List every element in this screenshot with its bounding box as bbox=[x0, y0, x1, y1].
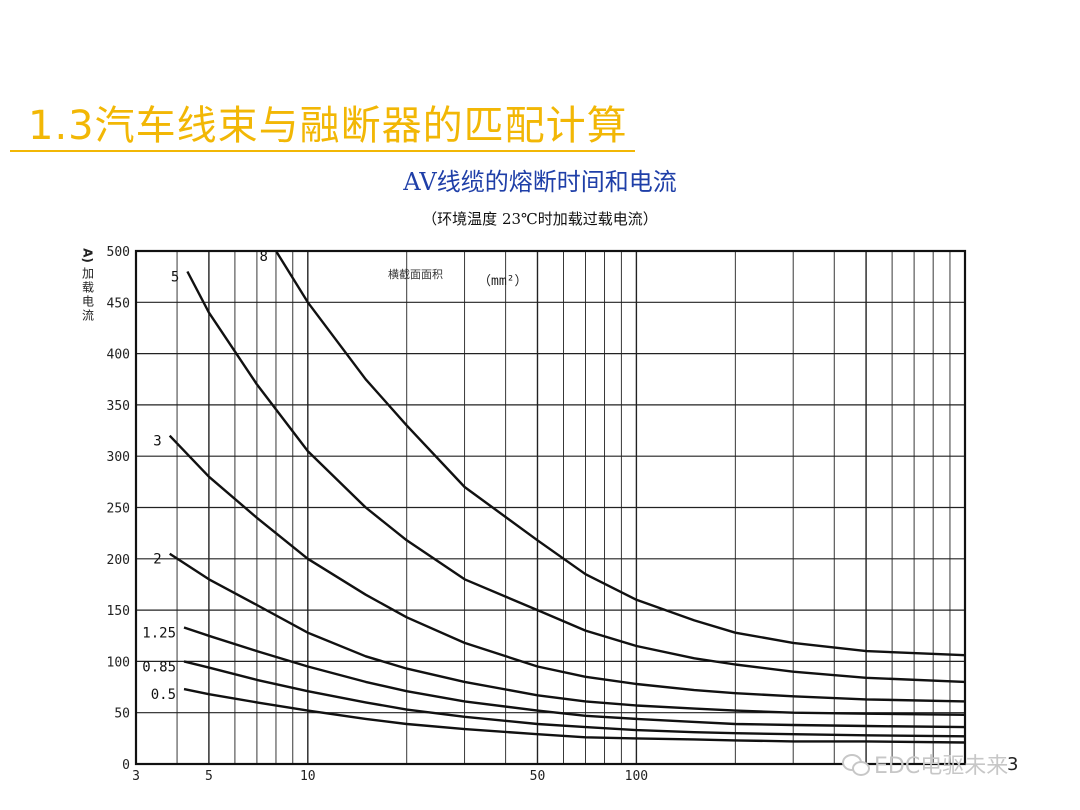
y-tick-label: 300 bbox=[107, 450, 130, 465]
series-label: 8 bbox=[260, 249, 268, 265]
series-label: 0.85 bbox=[142, 659, 176, 675]
y-tick-label: 450 bbox=[107, 296, 130, 311]
x-tick-label: 5 bbox=[205, 769, 213, 784]
curve-3 bbox=[168, 434, 966, 703]
y-axis-unit: A) bbox=[80, 248, 95, 263]
y-tick-label: 150 bbox=[107, 604, 130, 619]
curve-0.5 bbox=[183, 687, 966, 744]
slide-title: 1.3汽车线束与融断器的匹配计算 bbox=[28, 103, 628, 149]
series-label: 2 bbox=[153, 552, 161, 568]
series-label: 0.5 bbox=[151, 687, 176, 703]
y-tick-label: 200 bbox=[107, 553, 130, 568]
x-axis-annotation: 横截面面积 bbox=[388, 268, 443, 281]
curve-1.25 bbox=[183, 626, 966, 729]
y-tick-label: 0 bbox=[122, 758, 130, 773]
x-tick-label: 50 bbox=[530, 769, 546, 784]
watermark-text: EDC电驱未来 bbox=[874, 754, 1009, 779]
curve-8 bbox=[274, 250, 966, 657]
title-underline bbox=[10, 150, 635, 152]
chart-title: AV线缆的熔断时间和电流 bbox=[403, 168, 677, 196]
y-tick-label: 350 bbox=[107, 399, 130, 414]
y-axis-title: 加载电流 bbox=[80, 267, 95, 323]
series-label: 5 bbox=[171, 270, 179, 286]
wechat-icon bbox=[842, 754, 870, 776]
chart-subtitle: （环境温度 23℃时加载过载电流） bbox=[422, 210, 658, 228]
page-number: 3 bbox=[1007, 754, 1019, 775]
y-tick-label: 400 bbox=[107, 348, 130, 363]
y-tick-label: 250 bbox=[107, 502, 130, 517]
curve-2 bbox=[169, 552, 966, 716]
watermark: EDC电驱未来 bbox=[842, 748, 1008, 780]
series-label: 3 bbox=[153, 434, 161, 450]
plot-frame bbox=[134, 249, 967, 766]
y-tick-label: 100 bbox=[107, 655, 130, 670]
x-tick-label: 10 bbox=[300, 769, 316, 784]
x-tick-label: 3 bbox=[132, 769, 140, 784]
x-tick-label: 100 bbox=[625, 769, 648, 784]
y-tick-label: 500 bbox=[107, 245, 130, 260]
y-axis-label: A) 加载电流 bbox=[76, 248, 98, 323]
y-tick-label: 50 bbox=[114, 707, 130, 722]
series-label: 1.25 bbox=[142, 626, 176, 642]
curve-5 bbox=[186, 270, 966, 684]
x-axis-annotation-unit: （mm²） bbox=[478, 274, 528, 289]
curve-0.85 bbox=[183, 660, 966, 738]
